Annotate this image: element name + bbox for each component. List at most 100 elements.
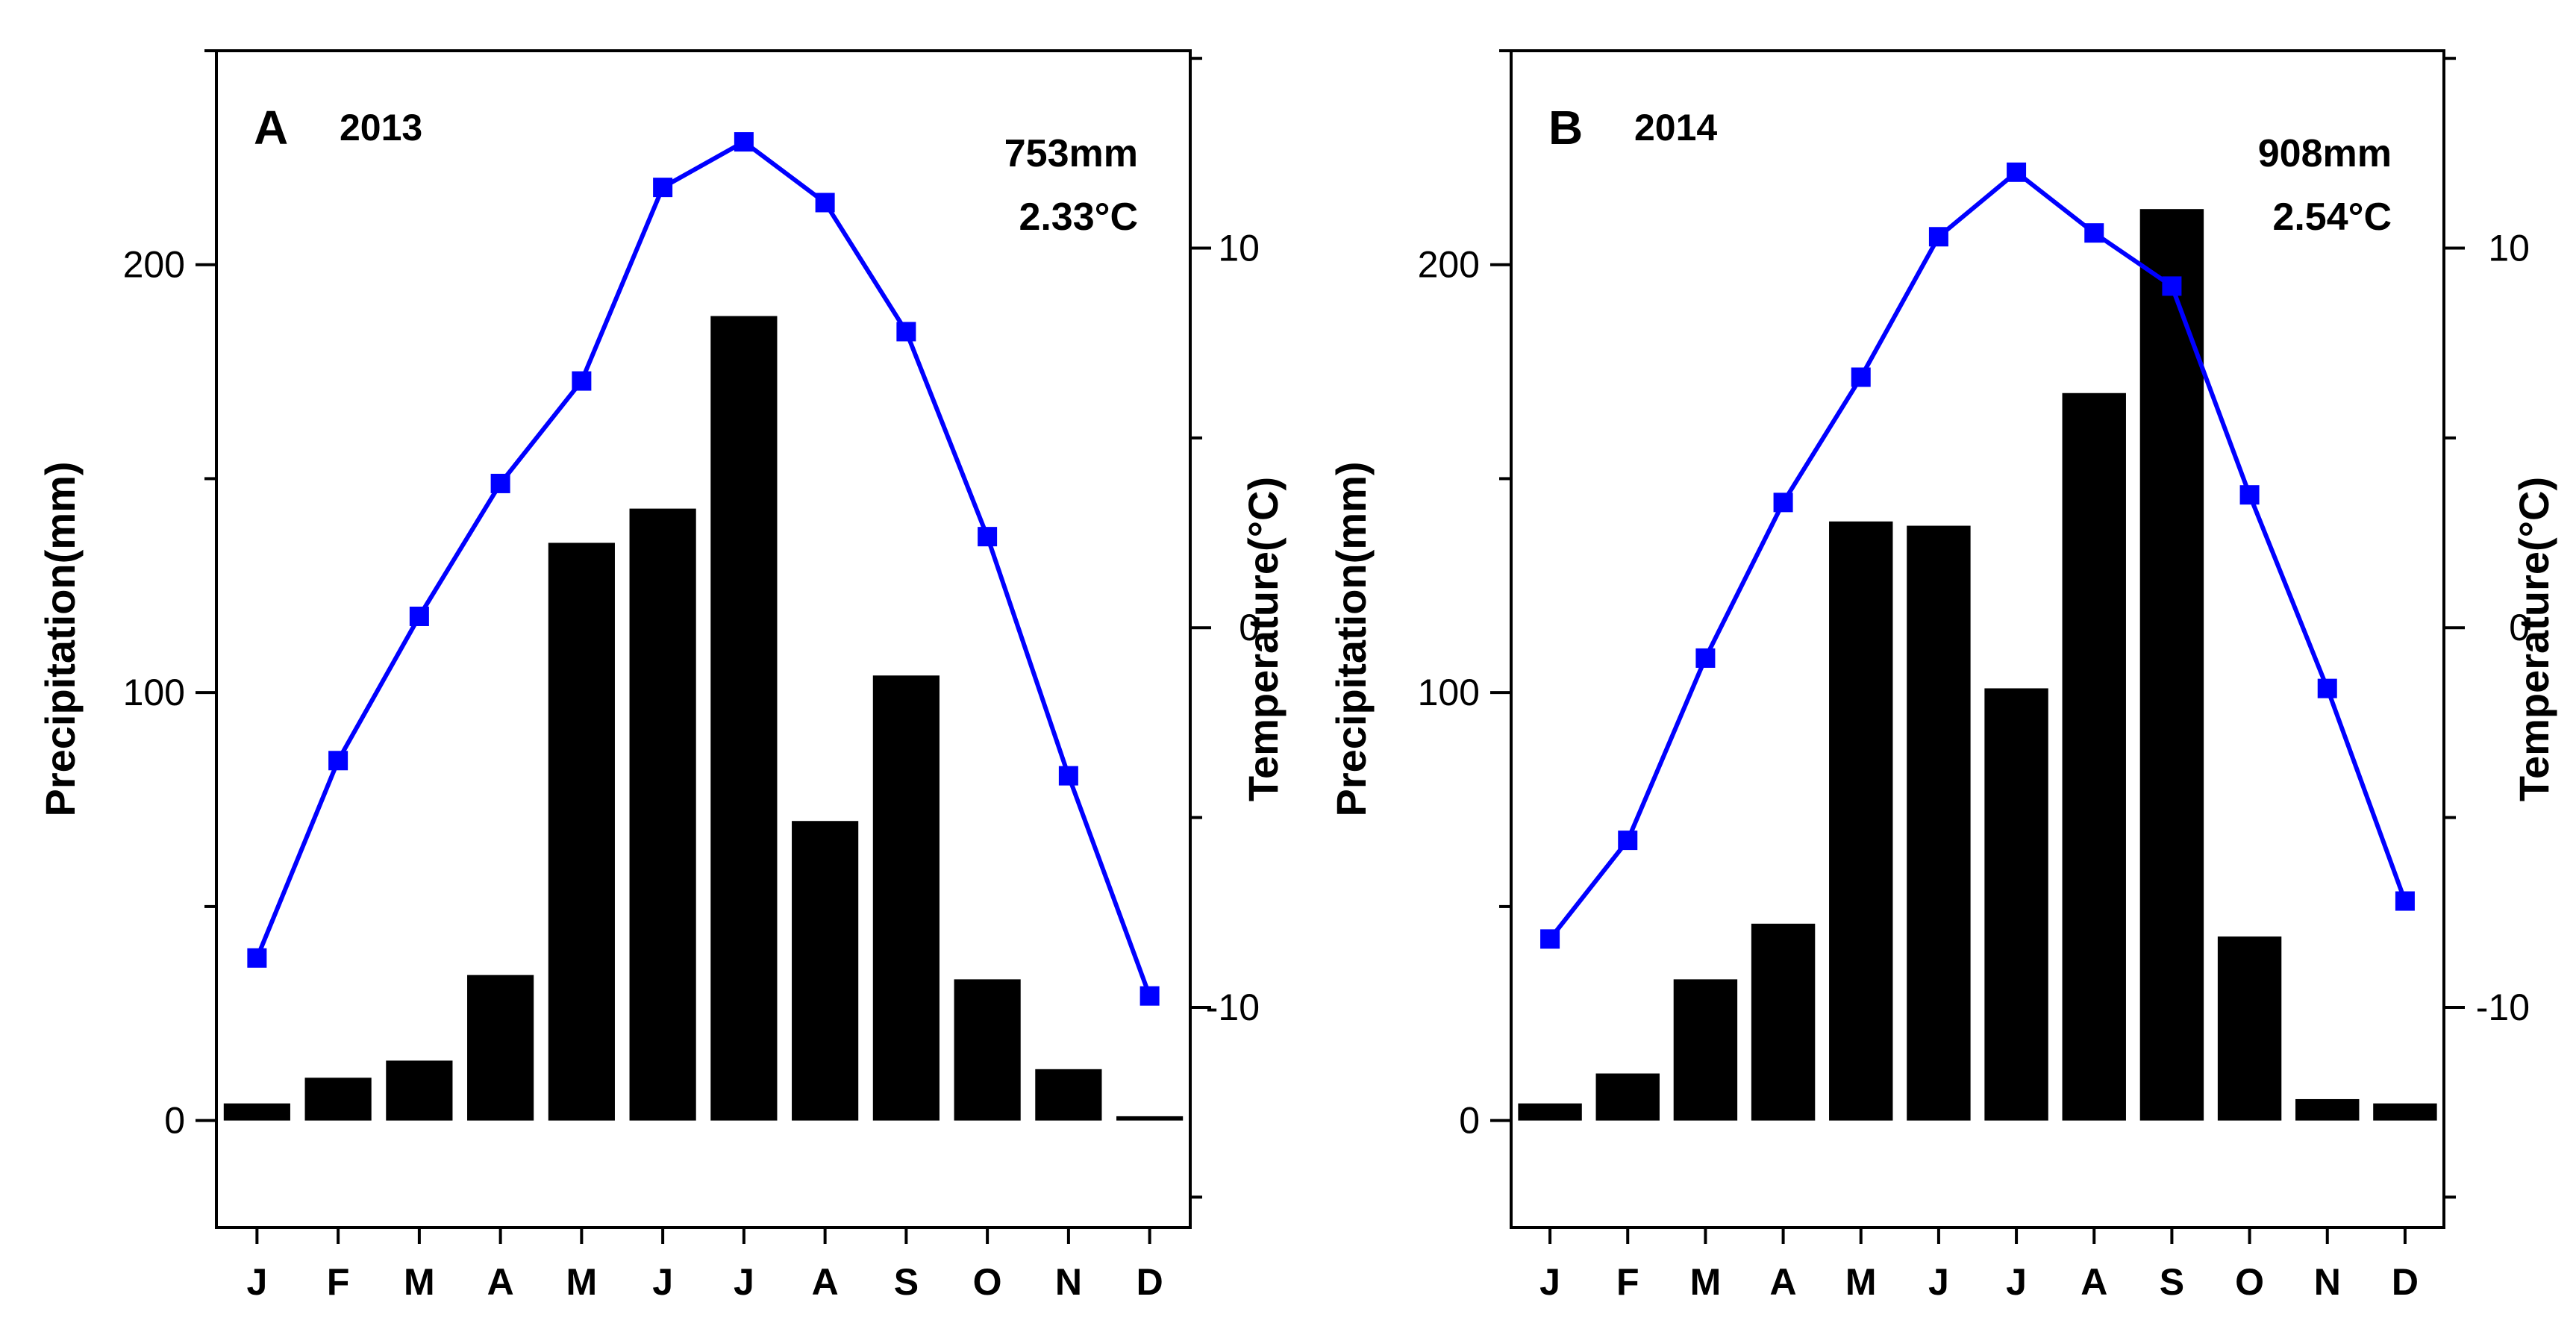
precip-bar-7 — [2062, 393, 2126, 1121]
left-tick-label: 0 — [164, 1100, 185, 1142]
precip-bar-10 — [2295, 1098, 2360, 1121]
left-tick-label: 200 — [123, 244, 185, 286]
temperature-marker-3 — [490, 473, 510, 493]
precip-bar-4 — [548, 542, 615, 1121]
panel-letter: A — [254, 101, 288, 154]
precip-bar-2 — [1673, 979, 1738, 1121]
annotation-1: 2.33°C — [1019, 196, 1138, 239]
left-tick-label: 0 — [1459, 1100, 1480, 1142]
left-tick-label: 200 — [1418, 244, 1480, 286]
month-label: N — [2314, 1261, 2341, 1303]
temperature-line — [1548, 169, 2407, 941]
temperature-line — [254, 140, 1152, 997]
temperature-marker-4 — [572, 371, 592, 391]
y-axis-title-right: Temperature(°C) — [2510, 477, 2557, 801]
month-label: J — [652, 1261, 673, 1303]
month-label: D — [1137, 1261, 1163, 1303]
month-label: N — [1055, 1261, 1082, 1303]
month-label: S — [894, 1261, 919, 1303]
month-label: O — [973, 1261, 1002, 1303]
month-label: M — [1690, 1261, 1722, 1303]
temperature-marker-10 — [2317, 678, 2337, 698]
precip-bar-3 — [467, 975, 534, 1121]
chart-panel-a: 0 100 200 -10 0 10 J F M A M J J A S O N D Precipitation(m… — [37, 49, 1287, 1303]
month-label: M — [566, 1261, 598, 1303]
month-label: J — [246, 1261, 267, 1303]
precip-bar-10 — [1035, 1069, 1102, 1121]
temperature-marker-2 — [409, 606, 429, 626]
left-tick-label: 100 — [1418, 672, 1480, 713]
month-label: J — [734, 1261, 754, 1303]
temperature-marker-9 — [2239, 485, 2260, 505]
right-tick-label: 10 — [2488, 228, 2530, 269]
temperature-marker-8 — [896, 322, 916, 342]
temperature-marker-0 — [247, 948, 267, 968]
precip-bar-2 — [386, 1060, 453, 1121]
precip-bar-6 — [1984, 688, 2048, 1121]
temperature-marker-2 — [1695, 648, 1716, 668]
chart-panel-b: 0 100 200 -10 0 10 J F M A M J J A S O N D Precipitation(m… — [1328, 49, 2557, 1303]
y-axis-title-left: Precipitation(mm) — [37, 461, 84, 816]
plot-frame — [1510, 49, 2445, 1229]
month-label: S — [2160, 1261, 2184, 1303]
temperature-marker-7 — [2084, 223, 2104, 243]
right-tick-label: -10 — [2476, 986, 2530, 1028]
right-tick-label: 0 — [2509, 607, 2530, 648]
temperature-marker-11 — [1139, 986, 1160, 1006]
annotation-0: 753mm — [1004, 132, 1138, 175]
temperature-marker-4 — [1851, 367, 1871, 387]
panel-letter: B — [1548, 101, 1583, 154]
month-label: M — [404, 1261, 435, 1303]
temperature-marker-5 — [653, 178, 673, 198]
left-tick-label: 100 — [123, 672, 185, 713]
annotation-1: 2.54°C — [2272, 196, 2392, 239]
precip-bar-8 — [872, 675, 940, 1121]
panel-year: 2013 — [340, 107, 422, 148]
temperature-marker-11 — [2395, 891, 2415, 911]
month-label: O — [2235, 1261, 2264, 1303]
y-axis-title-left: Precipitation(mm) — [1328, 461, 1375, 816]
month-label: A — [487, 1261, 514, 1303]
temperature-marker-8 — [2162, 276, 2182, 296]
panel-year: 2014 — [1634, 107, 1717, 148]
precip-bar-1 — [304, 1078, 372, 1121]
temperature-marker-7 — [815, 193, 835, 213]
precip-bar-11 — [1116, 1116, 1184, 1121]
temperature-marker-10 — [1058, 766, 1078, 786]
precip-bar-8 — [2139, 209, 2204, 1121]
plot-frame — [215, 49, 1192, 1229]
precip-bar-1 — [1595, 1073, 1660, 1121]
temperature-marker-6 — [734, 132, 754, 152]
precip-bar-7 — [792, 821, 859, 1121]
annotation-0: 908mm — [2258, 132, 2392, 175]
month-label: A — [812, 1261, 839, 1303]
temperature-marker-5 — [1928, 227, 1948, 247]
precip-bar-4 — [1829, 521, 1893, 1121]
right-tick-label: -10 — [1206, 986, 1260, 1028]
precip-bar-5 — [629, 508, 696, 1121]
precip-bar-9 — [2217, 936, 2282, 1121]
right-tick-label: 10 — [1218, 228, 1260, 269]
temperature-marker-1 — [328, 751, 348, 771]
month-label: A — [2081, 1261, 2107, 1303]
precip-bar-0 — [223, 1103, 290, 1121]
precip-bar-11 — [2373, 1103, 2437, 1121]
month-label: D — [2392, 1261, 2419, 1303]
temperature-marker-3 — [1773, 492, 1793, 513]
precip-bar-6 — [710, 316, 778, 1121]
y-axis-title-right: Temperature(°C) — [1239, 477, 1287, 801]
precip-bar-9 — [954, 979, 1021, 1121]
temperature-marker-1 — [1618, 831, 1638, 851]
precip-bar-5 — [1907, 525, 1971, 1121]
precip-bar-3 — [1751, 923, 1816, 1121]
temperature-marker-9 — [978, 527, 998, 547]
month-label: J — [1539, 1261, 1560, 1303]
temperature-marker-0 — [1540, 929, 1560, 949]
month-label: M — [1845, 1261, 1877, 1303]
right-tick-label: 0 — [1239, 607, 1260, 648]
month-label: J — [1928, 1261, 1949, 1303]
month-label: A — [1770, 1261, 1797, 1303]
month-label: F — [1616, 1261, 1639, 1303]
precip-bar-0 — [1518, 1103, 1582, 1121]
